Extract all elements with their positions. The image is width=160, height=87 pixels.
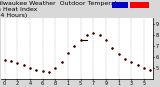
Text: Milwaukee Weather  Outdoor Temperature
vs Heat Index
(24 Hours): Milwaukee Weather Outdoor Temperature vs… bbox=[0, 1, 127, 18]
